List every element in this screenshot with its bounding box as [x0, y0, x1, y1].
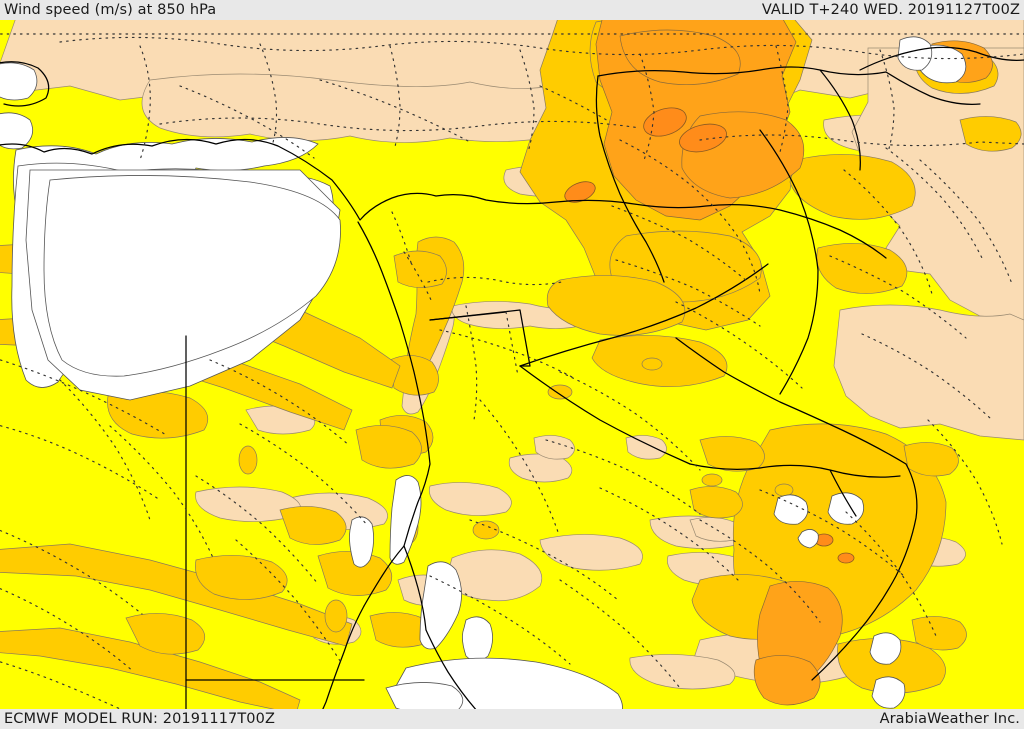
weather-map-canvas[interactable] — [0, 20, 1024, 709]
admin-boundary-lines — [0, 33, 1024, 709]
band-high-group — [595, 20, 993, 706]
page-title: Wind speed (m/s) at 850 hPa — [4, 2, 217, 18]
attribution-label: ArabiaWeather Inc. — [879, 711, 1020, 727]
coastline-and-border-lines — [0, 46, 1024, 709]
wind-speed-contour-map — [0, 20, 1024, 709]
band-lowest-group — [0, 36, 967, 709]
header-bar: Wind speed (m/s) at 850 hPa VALID T+240 … — [0, 0, 1024, 20]
model-run-label: ECMWF MODEL RUN: 20191117T00Z — [4, 711, 275, 727]
band-highest-group — [564, 47, 961, 564]
valid-time-label: VALID T+240 WED. 20191127T00Z — [761, 2, 1020, 18]
footer-bar: ECMWF MODEL RUN: 20191117T00Z ArabiaWeat… — [0, 709, 1024, 729]
